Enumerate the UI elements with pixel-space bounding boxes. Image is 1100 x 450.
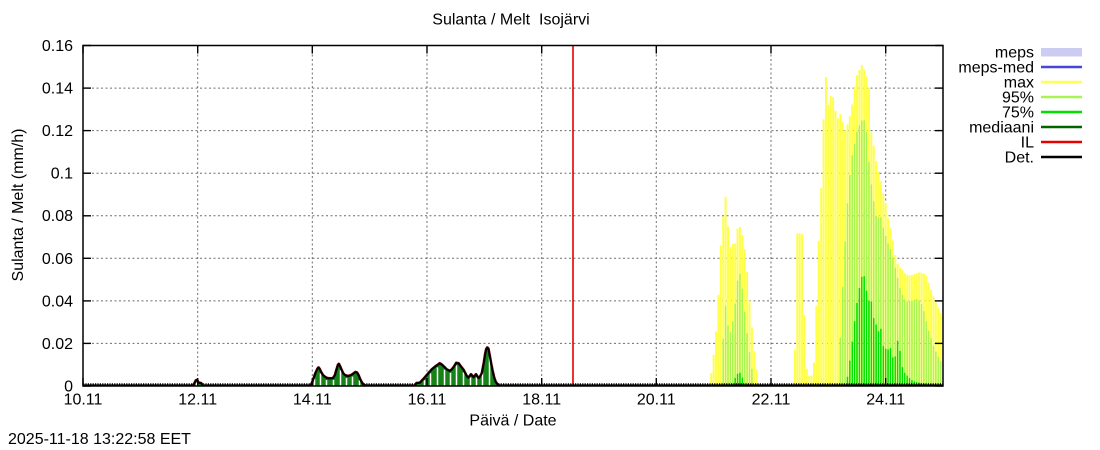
svg-text:20.11: 20.11: [637, 392, 676, 409]
svg-text:18.11: 18.11: [522, 392, 561, 409]
svg-text:95%: 95%: [1002, 90, 1034, 107]
svg-text:10.11: 10.11: [64, 392, 103, 409]
svg-text:Sulanta / Melt Isojärvi: Sulanta / Melt Isojärvi: [432, 12, 589, 29]
svg-text:0.16: 0.16: [42, 38, 73, 55]
svg-text:0.12: 0.12: [42, 123, 73, 140]
svg-text:0.1: 0.1: [51, 166, 73, 183]
svg-text:0: 0: [64, 379, 73, 396]
svg-text:Det.: Det.: [1005, 150, 1034, 167]
svg-text:0.06: 0.06: [42, 251, 73, 268]
svg-text:2025-11-18 13:22:58 EET: 2025-11-18 13:22:58 EET: [8, 431, 191, 448]
svg-text:0.04: 0.04: [42, 293, 73, 310]
svg-text:22.11: 22.11: [752, 392, 791, 409]
svg-text:75%: 75%: [1002, 105, 1034, 122]
svg-text:IL: IL: [1021, 135, 1034, 152]
svg-text:24.11: 24.11: [866, 392, 905, 409]
svg-text:0.02: 0.02: [42, 336, 73, 353]
svg-text:0.08: 0.08: [42, 208, 73, 225]
svg-text:14.11: 14.11: [293, 392, 332, 409]
svg-text:0.14: 0.14: [42, 81, 73, 98]
svg-text:max: max: [1004, 75, 1034, 92]
svg-text:12.11: 12.11: [178, 392, 217, 409]
svg-text:16.11: 16.11: [408, 392, 447, 409]
svg-text:mediaani: mediaani: [969, 120, 1034, 137]
svg-text:Päivä / Date: Päivä / Date: [469, 413, 556, 430]
svg-text:meps-med: meps-med: [958, 60, 1034, 77]
svg-text:meps: meps: [995, 45, 1034, 62]
svg-text:Sulanta / Melt (mm/h): Sulanta / Melt (mm/h): [10, 129, 27, 282]
